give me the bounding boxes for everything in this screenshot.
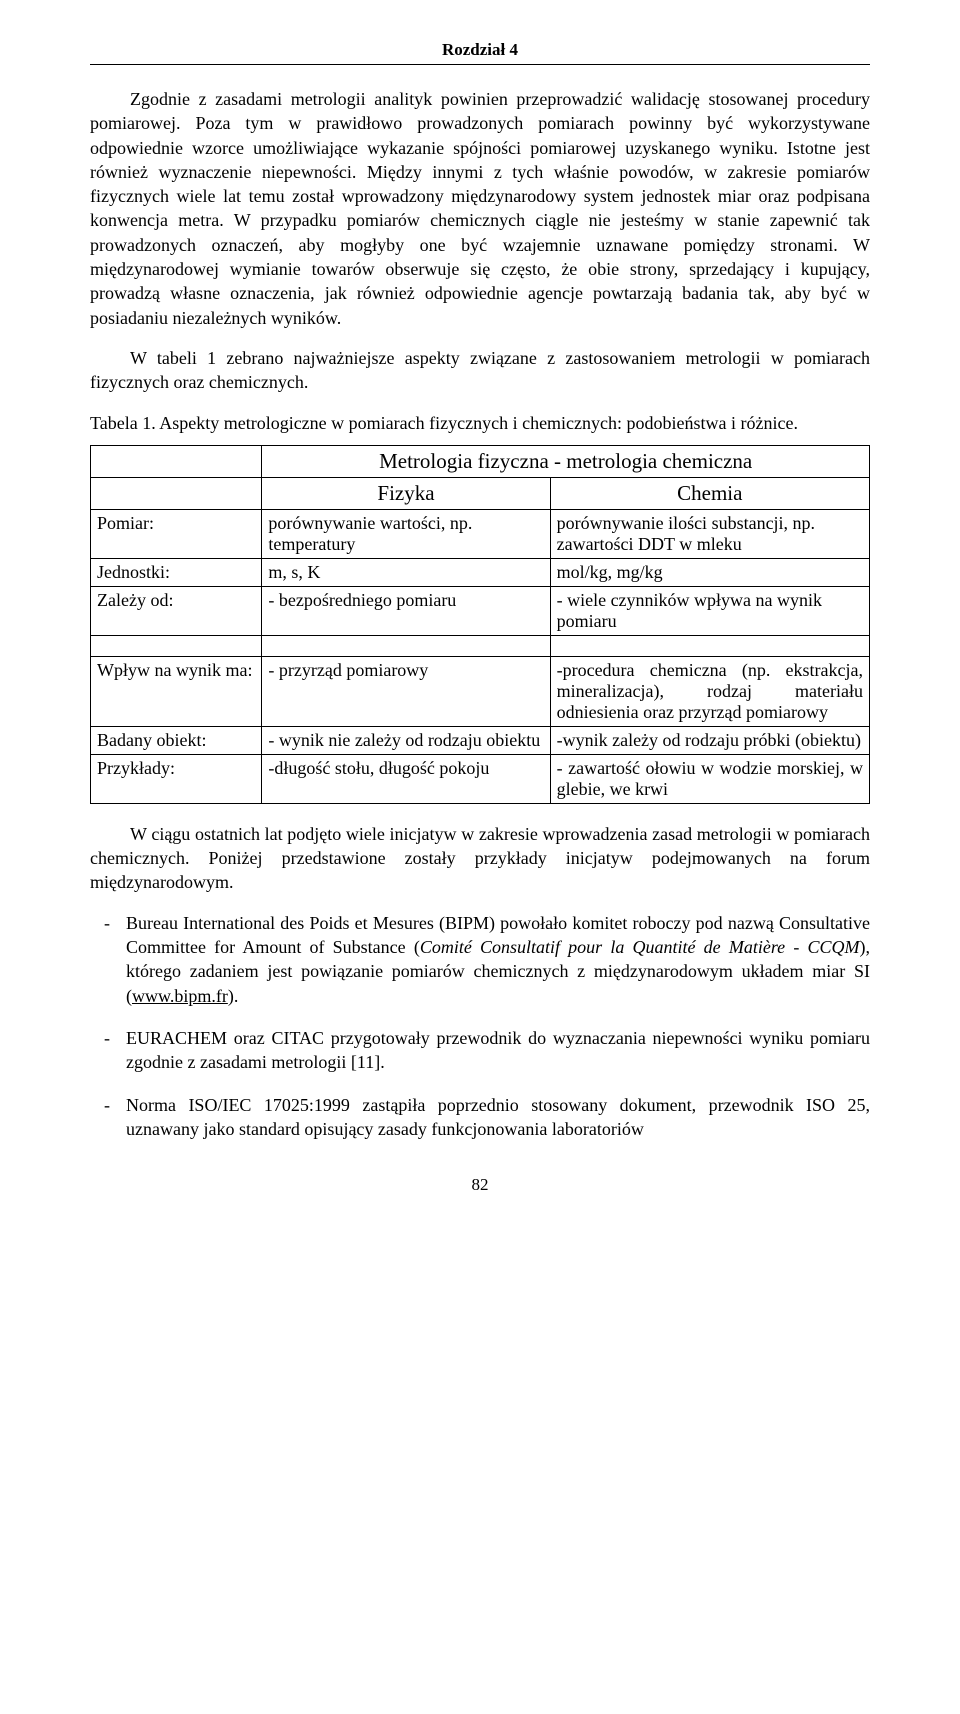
row-wplyw-physics: - przyrząd pomiarowy <box>262 656 550 726</box>
row-label-wplyw: Wpływ na wynik ma: <box>91 656 262 726</box>
spacer-cell <box>550 635 869 656</box>
row-jednostki-chemistry: mol/kg, mg/kg <box>550 558 869 586</box>
bullet-1-link: www.bipm.fr <box>132 986 228 1006</box>
bullet-item-2: EURACHEM oraz CITAC przygotowały przewod… <box>90 1026 870 1075</box>
document-page: Rozdział 4 Zgodnie z zasadami metrologii… <box>0 0 960 1235</box>
table-empty-cell <box>91 477 262 509</box>
row-pomiar-physics: porównywanie wartości, np. temperatury <box>262 509 550 558</box>
table-title: Metrologia fizyczna - metrologia chemicz… <box>262 445 870 477</box>
comparison-table: Metrologia fizyczna - metrologia chemicz… <box>90 445 870 804</box>
row-wplyw-chemistry: -procedura chemiczna (np. ekstrakcja, mi… <box>550 656 869 726</box>
page-number: 82 <box>90 1175 870 1195</box>
table-caption: Tabela 1. Aspekty metrologiczne w pomiar… <box>90 411 870 435</box>
paragraph-3: W ciągu ostatnich lat podjęto wiele inic… <box>90 822 870 895</box>
bullet-item-1: Bureau International des Poids et Mesure… <box>90 911 870 1008</box>
bullet-item-3: Norma ISO/IEC 17025:1999 zastąpiła poprz… <box>90 1093 870 1142</box>
row-jednostki-physics: m, s, K <box>262 558 550 586</box>
paragraph-2: W tabeli 1 zebrano najważniejsze aspekty… <box>90 346 870 395</box>
row-label-zalezy: Zależy od: <box>91 586 262 635</box>
row-badany-physics: - wynik nie zależy od rodzaju obiektu <box>262 726 550 754</box>
bullet-1-italic: Comité Consultatif pour la Quantité de M… <box>420 937 860 957</box>
row-pomiar-chemistry: porównywanie ilości substancji, np. zawa… <box>550 509 869 558</box>
table-col-physics: Fizyka <box>262 477 550 509</box>
row-label-badany: Badany obiekt: <box>91 726 262 754</box>
spacer-cell <box>262 635 550 656</box>
row-label-przyklady: Przykłady: <box>91 754 262 803</box>
paragraph-1: Zgodnie z zasadami metrologii analityk p… <box>90 87 870 330</box>
row-zalezy-physics: - bezpośredniego pomiaru <box>262 586 550 635</box>
row-przyklady-physics: -długość stołu, długość pokoju <box>262 754 550 803</box>
bullet-1-text-post: ). <box>228 986 239 1006</box>
chapter-header: Rozdział 4 <box>90 40 870 60</box>
row-label-pomiar: Pomiar: <box>91 509 262 558</box>
bullet-list: Bureau International des Poids et Mesure… <box>90 911 870 1141</box>
row-label-jednostki: Jednostki: <box>91 558 262 586</box>
row-zalezy-chemistry: - wiele czynników wpływa na wynik pomiar… <box>550 586 869 635</box>
row-przyklady-chemistry: - zawartość ołowiu w wodzie morskiej, w … <box>550 754 869 803</box>
table-empty-cell <box>91 445 262 477</box>
table-col-chemistry: Chemia <box>550 477 869 509</box>
row-badany-chemistry: -wynik zależy od rodzaju próbki (obiektu… <box>550 726 869 754</box>
spacer-cell <box>91 635 262 656</box>
header-divider <box>90 64 870 65</box>
